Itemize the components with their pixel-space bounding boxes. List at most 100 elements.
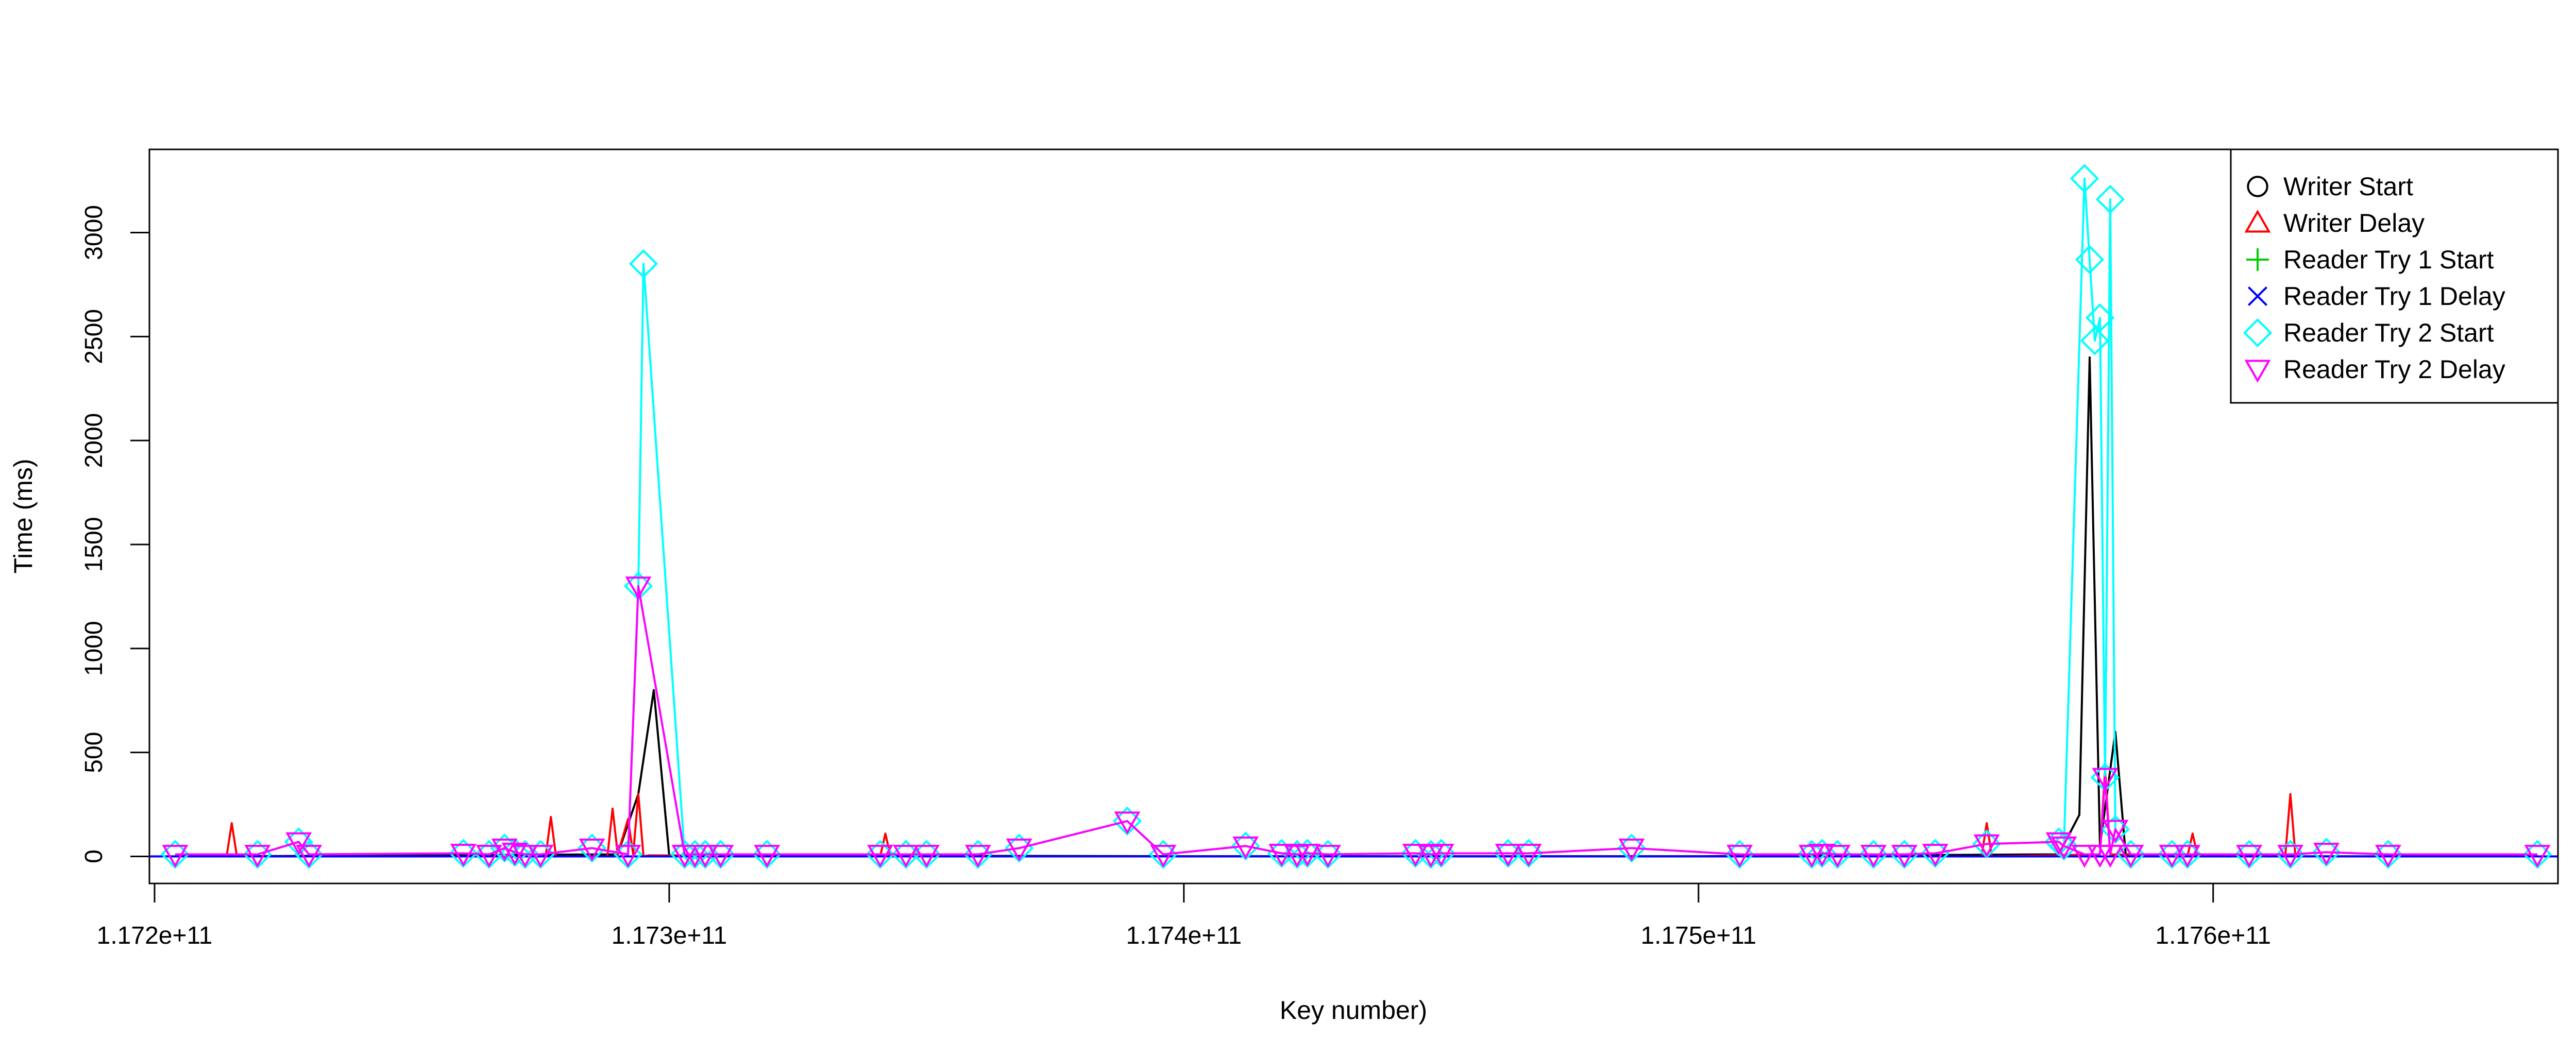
data-point <box>1495 843 1521 867</box>
data-point <box>1294 843 1321 867</box>
data-point <box>629 249 658 279</box>
data-point <box>1114 811 1141 835</box>
legend-item: Reader Try 2 Delay <box>2244 355 2505 384</box>
data-point <box>1515 843 1542 867</box>
y-axis-title: Time (ms) <box>9 458 38 573</box>
data-point <box>1150 844 1177 868</box>
legend-marker <box>2244 209 2271 233</box>
data-point <box>1006 838 1032 862</box>
y-tick-label: 3000 <box>80 205 108 260</box>
data-point <box>2174 844 2201 868</box>
data-point <box>1891 844 1918 868</box>
data-point <box>512 844 538 868</box>
x-tick-label: 1.172e+11 <box>97 922 213 949</box>
data-point <box>2313 842 2340 866</box>
data-point <box>2375 844 2401 868</box>
data-point <box>2102 820 2129 843</box>
data-point <box>2236 844 2263 868</box>
series-line <box>175 585 2537 856</box>
series-layer <box>149 164 2558 869</box>
data-point <box>2092 768 2119 791</box>
legend-label: Reader Try 2 Start <box>2283 318 2494 347</box>
x-tick-label: 1.174e+11 <box>1126 922 1242 949</box>
data-point <box>1428 843 1454 867</box>
data-point <box>2159 844 2185 868</box>
data-point <box>285 832 312 856</box>
legend-box <box>2230 148 2559 404</box>
y-axis: 0 500 1000 1500 2000 2500 3000 <box>80 205 150 863</box>
data-point <box>2524 844 2551 868</box>
y-tick-label: 1000 <box>80 621 108 676</box>
y-tick-label: 0 <box>80 849 108 863</box>
data-point <box>491 838 518 862</box>
data-point <box>1618 838 1645 862</box>
legend-label: Reader Try 1 Start <box>2283 245 2494 274</box>
legend-marker <box>2247 286 2268 307</box>
data-point <box>244 844 271 868</box>
x-axis: 1.172e+11 1.173e+11 1.174e+11 1.175e+11 1.17… <box>97 882 2271 949</box>
data-point <box>296 844 323 868</box>
y-tick-label: 1500 <box>80 517 108 572</box>
legend-item: Reader Try 1 Delay <box>2247 282 2505 311</box>
legend-item: Reader Try 1 Start <box>2246 245 2494 274</box>
x-tick-label: 1.175e+11 <box>1640 922 1756 949</box>
legend-item: Reader Try 2 Start <box>2243 318 2494 348</box>
data-point <box>1726 844 1753 868</box>
legend-marker <box>2244 360 2271 383</box>
data-point <box>2075 245 2105 275</box>
data-point <box>2097 844 2124 868</box>
legend-label: Reader Try 1 Delay <box>2283 282 2505 311</box>
data-point <box>1268 843 1295 867</box>
data-point <box>476 844 502 868</box>
data-point <box>2070 164 2099 193</box>
data-point <box>1860 844 1887 868</box>
legend-marker <box>2247 176 2268 197</box>
legend-label: Writer Start <box>2283 172 2413 201</box>
data-point <box>892 844 919 868</box>
data-point <box>867 844 893 868</box>
x-axis-title: Key number) <box>1280 996 1427 1025</box>
data-point <box>964 844 991 868</box>
x-tick-label: 1.173e+11 <box>612 922 727 949</box>
data-point <box>1922 843 1948 867</box>
data-point <box>527 844 554 868</box>
data-point <box>2085 303 2115 333</box>
data-point <box>754 844 781 868</box>
legend-marker <box>2246 248 2269 271</box>
y-tick-label: 2500 <box>80 309 108 364</box>
y-tick-label: 2000 <box>80 413 108 468</box>
legend-label: Reader Try 2 Delay <box>2283 355 2505 384</box>
data-point <box>2277 844 2304 868</box>
y-tick-label: 500 <box>80 732 108 773</box>
data-point <box>692 844 719 868</box>
legend-marker <box>2243 318 2273 348</box>
legend-item: Writer Delay <box>2244 209 2425 237</box>
data-point <box>2080 326 2110 355</box>
data-point <box>707 844 734 868</box>
legend-item: Writer Start <box>2247 172 2413 201</box>
data-point <box>450 843 477 867</box>
legend-label: Writer Delay <box>2283 209 2425 237</box>
data-point <box>1232 836 1259 860</box>
data-point <box>501 842 528 866</box>
data-point <box>1824 844 1851 868</box>
data-point <box>2117 844 2144 868</box>
data-point <box>1315 844 1341 868</box>
data-point <box>1402 843 1429 867</box>
data-point <box>2050 836 2077 860</box>
legend: Writer Start Writer Delay Reader Try 1 Sta… <box>2230 148 2559 404</box>
data-point <box>2095 184 2125 214</box>
data-point <box>1809 843 1835 867</box>
data-point <box>913 844 940 868</box>
x-tick-label: 1.176e+11 <box>2155 922 2271 949</box>
data-point <box>2071 844 2098 868</box>
series-6 <box>162 576 2551 868</box>
data-point <box>625 576 652 600</box>
data-point <box>162 844 189 868</box>
data-point <box>615 844 641 868</box>
data-point <box>2045 832 2072 856</box>
data-point <box>1973 834 2000 858</box>
data-point <box>579 838 605 862</box>
